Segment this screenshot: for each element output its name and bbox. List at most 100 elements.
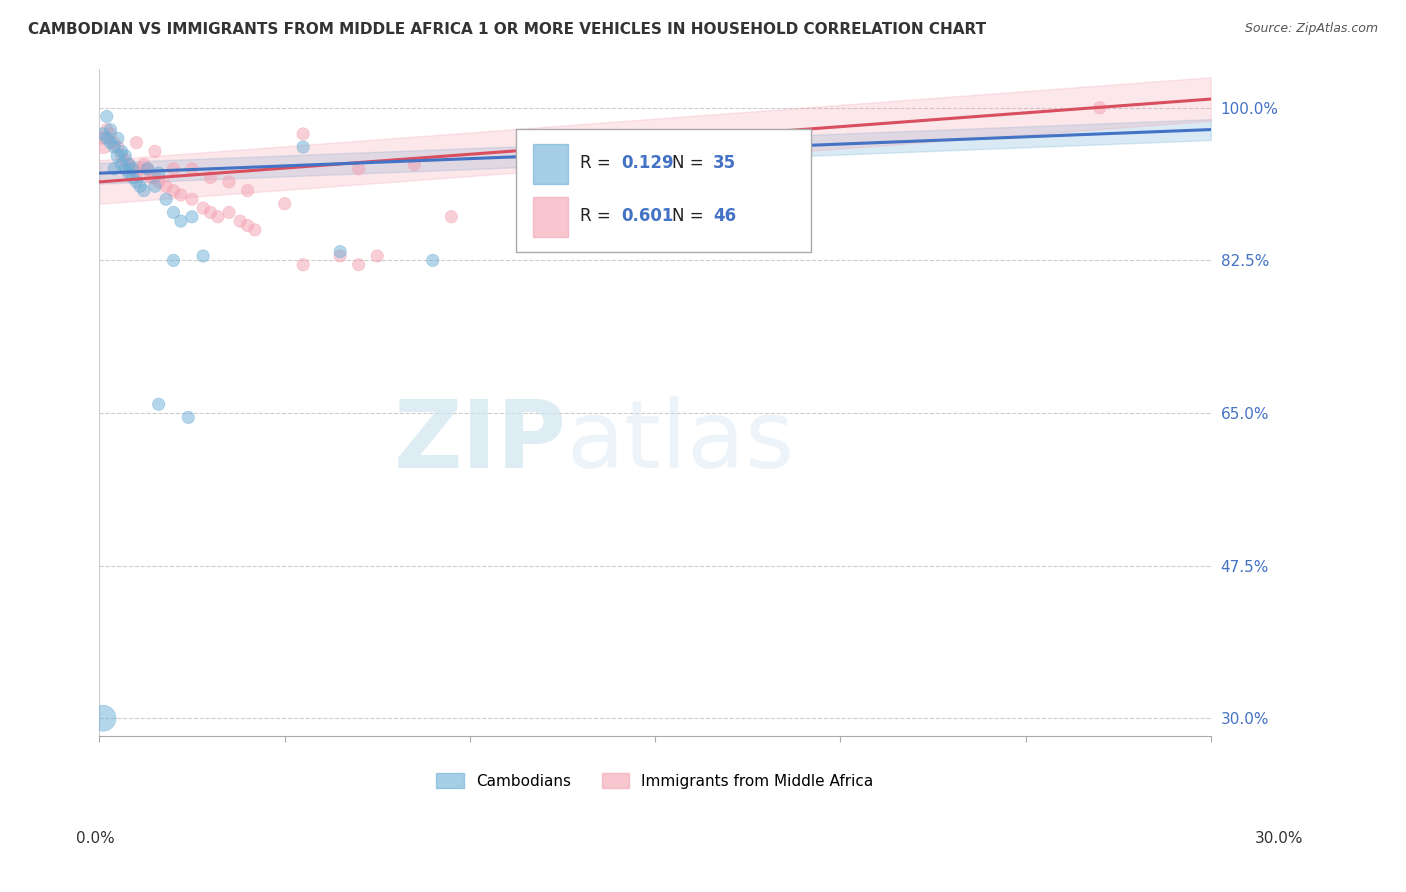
Text: 35: 35 — [713, 154, 735, 172]
Point — [121, 161, 143, 176]
Point — [200, 205, 222, 219]
Point — [100, 127, 122, 141]
Point — [118, 157, 141, 171]
Text: R =: R = — [579, 154, 616, 172]
Text: 0.601: 0.601 — [621, 207, 673, 225]
Point — [162, 184, 184, 198]
Point — [103, 161, 125, 176]
Point — [110, 157, 132, 171]
Point — [347, 258, 370, 272]
Point — [143, 170, 166, 185]
Point — [96, 110, 118, 124]
Point — [100, 136, 122, 150]
Point — [515, 170, 537, 185]
Point — [118, 166, 141, 180]
Point — [118, 157, 141, 171]
Point — [125, 166, 148, 180]
Point — [207, 210, 229, 224]
Point — [422, 253, 444, 268]
Text: 46: 46 — [713, 207, 735, 225]
Point — [181, 192, 204, 206]
Point — [132, 157, 155, 171]
Point — [236, 219, 259, 233]
Point — [103, 140, 125, 154]
Point — [125, 175, 148, 189]
Point — [100, 122, 122, 136]
Point — [162, 161, 184, 176]
Point — [292, 140, 315, 154]
Point — [143, 145, 166, 159]
Text: ZIP: ZIP — [394, 396, 567, 488]
Text: atlas: atlas — [567, 396, 794, 488]
FancyBboxPatch shape — [516, 128, 811, 252]
Point — [170, 214, 193, 228]
Point — [236, 184, 259, 198]
Point — [125, 136, 148, 150]
Point — [96, 131, 118, 145]
Point — [91, 136, 114, 150]
Point — [292, 127, 315, 141]
Point — [191, 249, 214, 263]
Text: R =: R = — [579, 207, 616, 225]
Point — [162, 205, 184, 219]
Point — [366, 249, 388, 263]
Bar — [533, 197, 568, 237]
Point — [114, 153, 136, 167]
Point — [148, 166, 170, 180]
Text: 30.0%: 30.0% — [1256, 831, 1303, 846]
Point — [200, 170, 222, 185]
Point — [103, 136, 125, 150]
Point — [107, 149, 129, 163]
Point — [143, 179, 166, 194]
Point — [218, 175, 240, 189]
Point — [243, 223, 266, 237]
Point — [329, 244, 352, 259]
Point — [96, 122, 118, 136]
Point — [181, 210, 204, 224]
Point — [110, 145, 132, 159]
Point — [91, 127, 114, 141]
Point — [114, 149, 136, 163]
Point — [329, 249, 352, 263]
Point — [91, 711, 114, 725]
Point — [136, 161, 159, 176]
Point — [229, 214, 252, 228]
Point — [148, 175, 170, 189]
Point — [110, 149, 132, 163]
Point — [1088, 101, 1111, 115]
Point — [177, 410, 200, 425]
Point — [440, 210, 463, 224]
Point — [141, 170, 163, 185]
Point — [107, 131, 129, 145]
Point — [121, 170, 143, 185]
Point — [121, 161, 143, 176]
Point — [129, 161, 152, 176]
Point — [155, 179, 177, 194]
Point — [114, 161, 136, 176]
Point — [191, 201, 214, 215]
Point — [129, 179, 152, 194]
Point — [91, 131, 114, 145]
Point — [218, 205, 240, 219]
Text: 0.129: 0.129 — [621, 154, 675, 172]
Point — [132, 184, 155, 198]
Point — [404, 157, 426, 171]
Bar — [533, 145, 568, 185]
Y-axis label: 1 or more Vehicles in Household: 1 or more Vehicles in Household — [0, 278, 7, 525]
Point — [162, 253, 184, 268]
Text: N =: N = — [672, 154, 709, 172]
Point — [170, 188, 193, 202]
Point — [107, 140, 129, 154]
Point — [347, 161, 370, 176]
Legend: Cambodians, Immigrants from Middle Africa: Cambodians, Immigrants from Middle Afric… — [430, 766, 880, 795]
Point — [292, 258, 315, 272]
Point — [155, 192, 177, 206]
Text: N =: N = — [672, 207, 709, 225]
Point — [136, 161, 159, 176]
Point — [273, 196, 295, 211]
Text: Source: ZipAtlas.com: Source: ZipAtlas.com — [1244, 22, 1378, 36]
Point — [148, 397, 170, 411]
Text: CAMBODIAN VS IMMIGRANTS FROM MIDDLE AFRICA 1 OR MORE VEHICLES IN HOUSEHOLD CORRE: CAMBODIAN VS IMMIGRANTS FROM MIDDLE AFRI… — [28, 22, 986, 37]
Text: 0.0%: 0.0% — [76, 831, 115, 846]
Point — [181, 161, 204, 176]
